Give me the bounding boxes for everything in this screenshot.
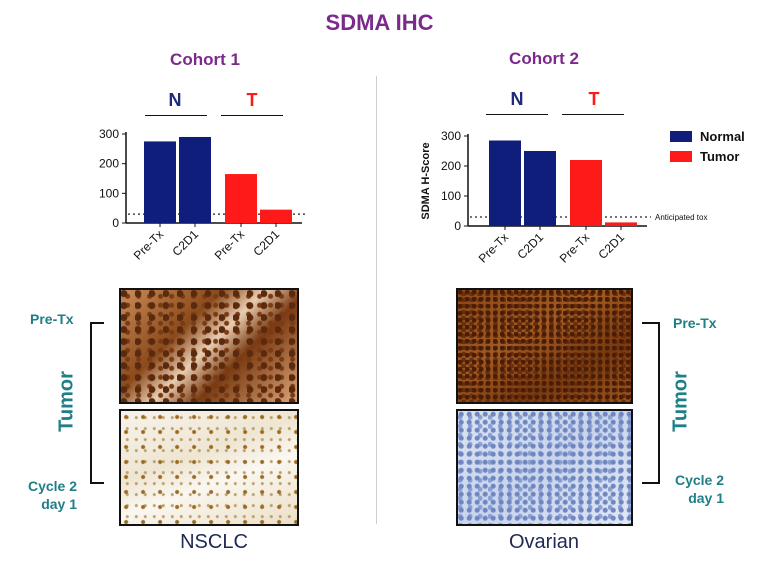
cohort-2-threshold-label: Anticipated tox — [655, 213, 707, 222]
cohort-2-x-tick-label: Pre-Tx — [557, 230, 592, 265]
cohort-1-bar-2 — [179, 136, 211, 223]
ovarian-pre-tx-image — [456, 288, 633, 404]
cohort-1-y-tick-label: 200 — [99, 157, 119, 171]
cohort-2-x-tick-label: C2D1 — [596, 230, 628, 262]
cohort-2-y-tick-label: 200 — [441, 159, 461, 173]
cohort-1-y-tick-label: 0 — [112, 216, 119, 230]
legend-swatch-tumor — [670, 150, 692, 162]
cohort-2-bar-1 — [489, 140, 521, 226]
legend-label-tumor: Tumor — [700, 148, 740, 164]
left-pre-tx-label: Pre-Tx — [30, 311, 74, 327]
cohort-1-bar-3 — [225, 174, 257, 223]
right-pre-tx-label: Pre-Tx — [673, 315, 717, 331]
cohort-1-x-tick-label: Pre-Tx — [212, 227, 247, 262]
legend-label-normal: Normal — [700, 128, 745, 144]
left-tumor-bracket — [90, 322, 104, 484]
cohort-2-bar-3 — [570, 160, 602, 226]
ovarian-cycle2-image — [456, 409, 633, 526]
cohort-1-group-n: N — [168, 90, 182, 110]
cohort-2-bar-2 — [524, 151, 556, 226]
legend-swatch-normal — [670, 130, 692, 142]
cohort-2-y-tick-label: 300 — [441, 129, 461, 143]
legend-item-tumor: Tumor — [670, 146, 745, 166]
cohort-1-x-tick-label: Pre-Tx — [131, 227, 166, 262]
nsclc-label: NSCLC — [180, 531, 248, 553]
cohort-1-y-tick-label: 100 — [99, 186, 119, 200]
cohort-2-y-tick-label: 100 — [441, 189, 461, 203]
cohort-1-group-n-line — [145, 115, 207, 116]
cohort-2-group-t-line — [562, 114, 624, 115]
center-divider — [376, 76, 377, 524]
cohort-1-x-tick-label: C2D1 — [251, 227, 283, 259]
cohort-1-bar-4 — [260, 209, 292, 223]
cohort-2-bar-4 — [605, 222, 637, 226]
figure-title: SDMA IHC — [325, 10, 434, 35]
right-cycle2-label: Cycle 2 day 1 — [674, 472, 724, 506]
ovarian-label: Ovarian — [508, 531, 580, 553]
cohort-2-x-tick-label: C2D1 — [515, 230, 547, 262]
cohort-2-title: Cohort 2 — [509, 49, 579, 68]
right-tumor-bracket — [642, 322, 660, 484]
cohort-1-title: Cohort 1 — [170, 50, 240, 69]
left-cycle2-label: Cycle 2 day 1 — [27, 478, 77, 512]
cohort-2-group-n-line — [486, 114, 548, 115]
cohort-1-group-t: T — [246, 90, 258, 110]
cohort-2-y-axis-label: SDMA H-Score — [420, 142, 432, 219]
legend-item-normal: Normal — [670, 126, 745, 146]
cohort-2-group-n: N — [510, 89, 524, 109]
legend: Normal Tumor — [670, 126, 745, 166]
nsclc-cycle2-image — [119, 409, 299, 526]
right-tumor-label: Tumor — [669, 371, 692, 432]
left-tumor-label: Tumor — [55, 371, 78, 432]
cohort-2-x-tick-label: Pre-Tx — [476, 230, 511, 265]
cohort-1-group-t-line — [221, 115, 283, 116]
cohort-1-y-tick-label: 300 — [99, 127, 119, 141]
nsclc-pre-tx-image — [119, 288, 299, 404]
cohort-1-bar-1 — [144, 141, 176, 223]
cohort-2-y-tick-label: 0 — [454, 219, 461, 233]
cohort-2-group-t: T — [588, 89, 600, 109]
cohort-1-x-tick-label: C2D1 — [170, 227, 202, 259]
